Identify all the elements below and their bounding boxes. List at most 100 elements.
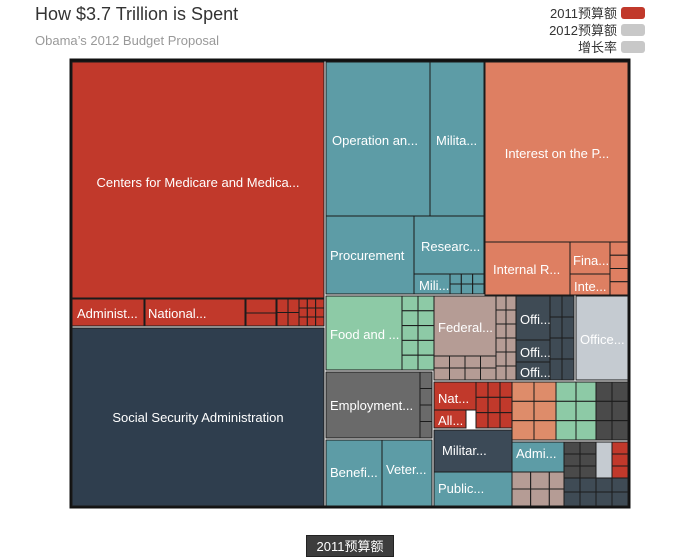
small-cell[interactable] bbox=[475, 412, 489, 429]
small-cell[interactable] bbox=[245, 312, 277, 327]
legend-item-2011[interactable]: 2011预算额 bbox=[549, 4, 645, 21]
small-cell[interactable] bbox=[595, 491, 613, 507]
small-cell[interactable] bbox=[245, 298, 277, 314]
small-cell[interactable] bbox=[401, 354, 419, 371]
small-cell[interactable] bbox=[433, 355, 450, 369]
small-cell[interactable] bbox=[530, 471, 550, 490]
small-cell[interactable] bbox=[575, 400, 597, 422]
small-cell[interactable] bbox=[495, 323, 507, 339]
small-cell[interactable] bbox=[595, 400, 613, 422]
cell-militar[interactable] bbox=[433, 429, 513, 473]
small-cell[interactable] bbox=[579, 491, 597, 507]
cell-financial[interactable] bbox=[569, 241, 611, 275]
small-cell[interactable] bbox=[472, 283, 485, 295]
small-cell[interactable] bbox=[433, 367, 450, 381]
small-cell[interactable] bbox=[287, 298, 300, 313]
small-cell[interactable] bbox=[475, 381, 489, 398]
small-cell[interactable] bbox=[487, 381, 501, 398]
small-cell[interactable] bbox=[419, 421, 433, 439]
small-cell[interactable] bbox=[563, 453, 581, 467]
small-cell[interactable] bbox=[449, 355, 466, 369]
small-cell[interactable] bbox=[401, 295, 419, 312]
small-cell[interactable] bbox=[419, 404, 433, 422]
small-cell[interactable] bbox=[563, 491, 581, 507]
small-cell[interactable] bbox=[579, 441, 597, 455]
cell-public[interactable] bbox=[433, 471, 513, 507]
cell-inte[interactable] bbox=[569, 273, 611, 296]
small-cell[interactable] bbox=[487, 396, 501, 414]
small-cell[interactable] bbox=[555, 420, 577, 441]
small-cell[interactable] bbox=[579, 477, 597, 493]
small-cell[interactable] bbox=[495, 351, 507, 367]
small-cell[interactable] bbox=[505, 323, 517, 339]
small-cell[interactable] bbox=[287, 312, 300, 327]
cell-national[interactable] bbox=[144, 298, 246, 327]
cell-interest[interactable] bbox=[484, 61, 629, 243]
small-cell[interactable] bbox=[419, 371, 433, 389]
small-cell[interactable] bbox=[298, 316, 308, 327]
small-cell[interactable] bbox=[401, 310, 419, 327]
cell-employment[interactable] bbox=[325, 371, 421, 439]
small-cell[interactable] bbox=[449, 283, 462, 295]
small-cell[interactable] bbox=[575, 381, 597, 402]
small-cell[interactable] bbox=[417, 310, 435, 327]
small-cell[interactable] bbox=[298, 307, 308, 318]
small-cell[interactable] bbox=[530, 488, 550, 507]
cell-research[interactable] bbox=[413, 215, 485, 275]
small-cell[interactable] bbox=[555, 400, 577, 422]
small-cell[interactable] bbox=[315, 307, 325, 318]
small-cell[interactable] bbox=[611, 420, 629, 441]
small-cell[interactable] bbox=[611, 381, 629, 402]
small-cell[interactable] bbox=[306, 298, 317, 309]
small-cell[interactable] bbox=[549, 337, 563, 360]
small-cell[interactable] bbox=[306, 316, 317, 327]
small-cell[interactable] bbox=[511, 381, 535, 402]
cell-office-1[interactable] bbox=[515, 295, 551, 341]
small-cell[interactable] bbox=[533, 381, 557, 402]
small-cell[interactable] bbox=[579, 465, 597, 479]
small-cell[interactable] bbox=[499, 381, 513, 398]
small-cell[interactable] bbox=[511, 471, 532, 490]
cell-administ[interactable] bbox=[71, 298, 145, 327]
cell-medicare[interactable] bbox=[71, 61, 325, 299]
small-cell[interactable] bbox=[460, 283, 474, 295]
small-cell[interactable] bbox=[533, 400, 557, 422]
cell-nat[interactable] bbox=[433, 381, 477, 411]
small-cell[interactable] bbox=[595, 381, 613, 402]
small-cell[interactable] bbox=[595, 420, 613, 441]
small-cell[interactable] bbox=[561, 316, 575, 339]
small-cell[interactable] bbox=[401, 339, 419, 356]
small-cell[interactable] bbox=[480, 367, 497, 381]
small-cell[interactable] bbox=[487, 412, 501, 429]
small-cell[interactable] bbox=[417, 339, 435, 356]
small-cell[interactable] bbox=[609, 268, 629, 283]
small-cell[interactable] bbox=[595, 477, 613, 493]
cell-military[interactable] bbox=[429, 61, 485, 217]
small-cell[interactable] bbox=[276, 312, 289, 327]
cell-federal[interactable] bbox=[433, 295, 497, 357]
small-cell[interactable] bbox=[511, 400, 535, 422]
small-cell[interactable] bbox=[611, 400, 629, 422]
small-cell[interactable] bbox=[505, 351, 517, 367]
cell-benefits[interactable] bbox=[325, 439, 383, 507]
small-cell[interactable] bbox=[505, 365, 517, 381]
small-cell[interactable] bbox=[499, 412, 513, 429]
small-cell[interactable] bbox=[609, 241, 629, 256]
cell-office-light[interactable] bbox=[575, 295, 629, 381]
small-cell[interactable] bbox=[449, 273, 462, 285]
small-cell[interactable] bbox=[611, 453, 629, 467]
small-cell[interactable] bbox=[511, 488, 532, 507]
metric-select-button[interactable]: 2011预算额 bbox=[306, 535, 394, 557]
small-cell[interactable] bbox=[315, 316, 325, 327]
cell-office-2[interactable] bbox=[515, 339, 551, 363]
small-cell[interactable] bbox=[495, 337, 507, 353]
small-cell[interactable] bbox=[419, 388, 433, 406]
small-cell[interactable] bbox=[460, 273, 474, 285]
small-cell[interactable] bbox=[495, 365, 507, 381]
cell-internal-revenue[interactable] bbox=[484, 241, 571, 296]
small-cell[interactable] bbox=[417, 354, 435, 371]
cell-operation[interactable] bbox=[325, 61, 431, 217]
small-cell[interactable] bbox=[609, 254, 629, 269]
small-cell[interactable] bbox=[276, 298, 289, 313]
small-cell[interactable] bbox=[511, 420, 535, 441]
